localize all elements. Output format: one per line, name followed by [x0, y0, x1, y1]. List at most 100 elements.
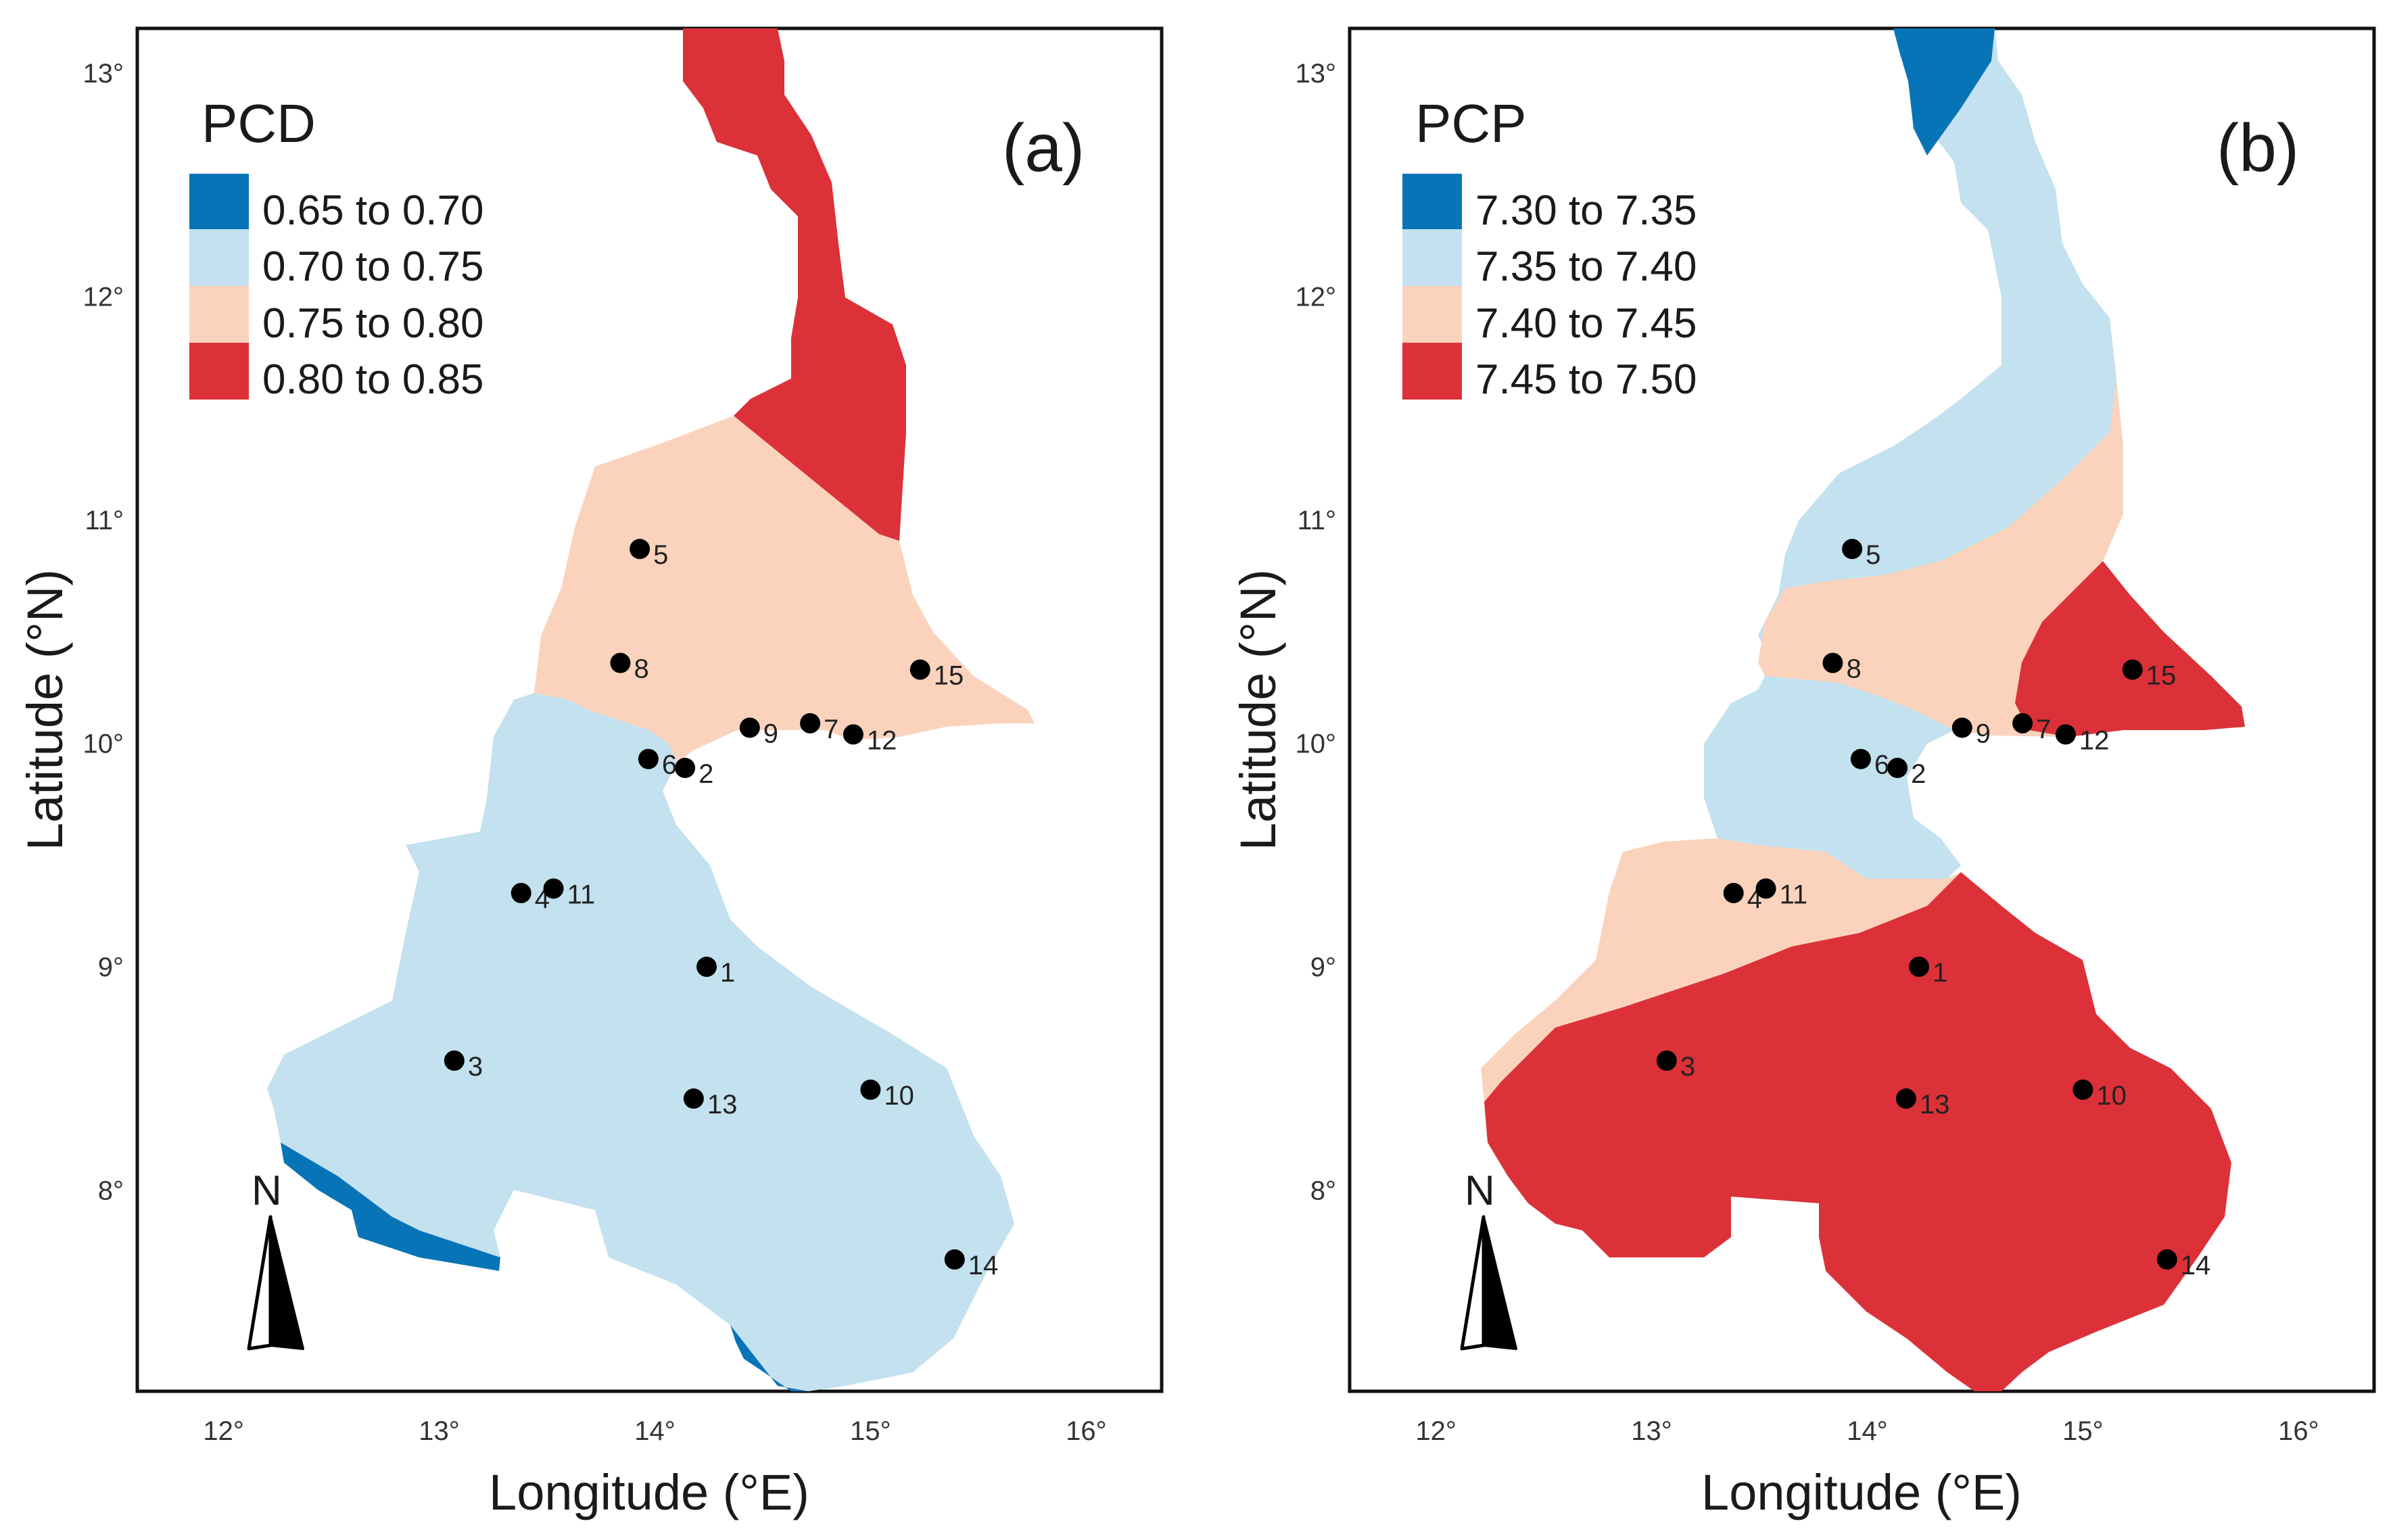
x-tick-label-b: 15°: [2062, 1416, 2104, 1446]
x-axis-label-a: Longitude (°E): [489, 1464, 809, 1520]
x-tick-label-a: 13°: [419, 1416, 460, 1446]
station-marker: [2055, 724, 2076, 745]
station-label: 10: [2096, 1081, 2127, 1111]
station-marker: [800, 713, 821, 733]
station-marker: [630, 539, 650, 560]
station-label: 15: [2146, 661, 2177, 691]
station-marker: [683, 1088, 704, 1109]
station-marker: [739, 717, 760, 738]
station-label: 7: [2036, 715, 2051, 744]
station-label: 5: [653, 540, 668, 570]
station-marker: [2072, 1079, 2093, 1100]
panel-b: PCP 7.30 to 7.35 7.35 to 7.40 7.40 to 7.…: [1230, 26, 2376, 1520]
station-marker: [2122, 659, 2143, 680]
x-tick-label-b: 12°: [1415, 1416, 1456, 1446]
station-marker: [610, 652, 631, 673]
zone-dark-blue-a1: [281, 1142, 500, 1271]
station-label: 14: [2181, 1251, 2211, 1280]
station-label: 7: [824, 715, 838, 744]
y-tick-label-b: 12°: [1296, 283, 1337, 312]
station-label: 8: [634, 654, 648, 684]
legend-a: PCD 0.65 to 0.70 0.70 to 0.75 0.75 to 0.…: [189, 93, 484, 403]
zone-peach-b-south: [1481, 838, 1961, 1102]
legend-label-a-1: 0.65 to 0.70: [262, 187, 484, 234]
station-marker: [944, 1249, 965, 1270]
station-marker: [543, 878, 564, 899]
zone-peach-a: [534, 416, 1035, 764]
station-label: 12: [867, 725, 897, 755]
legend-label-b-3: 7.40 to 7.45: [1475, 300, 1697, 347]
y-tick-label-b: 13°: [1296, 59, 1337, 89]
y-tick-label-a: 8°: [98, 1176, 124, 1206]
zone-red-a: [683, 28, 906, 541]
station-marker: [2012, 713, 2033, 733]
ticks-b: 12° 13° 14° 15° 16° 8° 9° 10° 11° 12° 13°: [1296, 59, 2319, 1446]
x-tick-label-b: 13°: [1631, 1416, 1672, 1446]
station-label: 12: [2079, 725, 2110, 755]
y-axis-label-b: Latitude (°N): [1230, 569, 1286, 850]
legend-b: PCP 7.30 to 7.35 7.35 to 7.40 7.40 to 7.…: [1402, 93, 1697, 403]
y-tick-label-b: 8°: [1310, 1176, 1336, 1206]
y-tick-label-b: 10°: [1296, 729, 1337, 759]
station-marker: [444, 1050, 465, 1071]
y-tick-label-b: 9°: [1310, 953, 1336, 982]
station-marker: [860, 1079, 881, 1100]
station-label: 1: [1933, 958, 1947, 988]
legend-swatch-a-1: [189, 174, 249, 229]
ticks-a: 12° 13° 14° 15° 16° 8° 9° 10° 11° 12° 13°: [83, 59, 1107, 1446]
y-tick-label-a: 9°: [98, 953, 124, 982]
station-label: 2: [698, 759, 713, 789]
station-marker: [1755, 878, 1776, 899]
zone-dark-blue-a2: [730, 1325, 808, 1391]
station-label: 11: [1780, 880, 1808, 909]
north-arrow-icon-a: N: [247, 1168, 304, 1351]
station-marker: [1951, 717, 1972, 738]
legend-swatch-a-3: [189, 286, 249, 343]
legend-label-b-1: 7.30 to 7.35: [1475, 187, 1697, 234]
station-label: 15: [934, 661, 964, 691]
legend-swatch-b-1: [1402, 174, 1462, 229]
station-label: 9: [763, 719, 778, 748]
x-tick-label-b: 16°: [2278, 1416, 2319, 1446]
legend-label-b-2: 7.35 to 7.40: [1475, 243, 1697, 290]
zone-light-blue-a: [267, 693, 1014, 1391]
station-label: 6: [662, 750, 677, 780]
station-label: 9: [1976, 719, 1991, 748]
station-label: 11: [567, 880, 596, 909]
station-label: 13: [1920, 1090, 1950, 1120]
station-label: 5: [1866, 540, 1880, 570]
station-label: 8: [1846, 654, 1861, 684]
legend-title-a: PCD: [202, 93, 316, 153]
north-label-b: N: [1465, 1168, 1495, 1214]
zone-red-b-south: [1484, 872, 2231, 1391]
station-marker: [2156, 1249, 2177, 1270]
legend-label-a-2: 0.70 to 0.75: [262, 243, 484, 290]
x-tick-label-a: 15°: [850, 1416, 891, 1446]
north-arrow-icon-b: N: [1460, 1168, 1517, 1351]
x-tick-label-b: 14°: [1847, 1416, 1888, 1446]
y-tick-label-b: 11°: [1297, 506, 1336, 535]
legend-label-a-4: 0.80 to 0.85: [262, 356, 484, 403]
y-tick-label-a: 13°: [83, 59, 124, 89]
station-marker: [1895, 1088, 1916, 1109]
y-tick-label-a: 12°: [83, 283, 124, 312]
station-label: 14: [968, 1251, 999, 1280]
legend-swatch-a-4: [189, 343, 249, 400]
x-axis-label-b: Longitude (°E): [1701, 1464, 2022, 1520]
station-marker: [909, 659, 930, 680]
legend-swatch-b-4: [1402, 343, 1462, 400]
station-marker: [638, 748, 659, 769]
panel-tag-a: (a): [1002, 110, 1085, 186]
station-marker: [1842, 539, 1863, 560]
station-label: 6: [1874, 750, 1889, 780]
north-label-a: N: [252, 1168, 282, 1214]
station-marker: [1822, 652, 1843, 673]
station-label: 3: [1680, 1052, 1695, 1082]
station-label: 1: [720, 958, 735, 988]
x-tick-label-a: 14°: [634, 1416, 676, 1446]
x-tick-label-a: 12°: [203, 1416, 244, 1446]
legend-label-b-4: 7.45 to 7.50: [1475, 356, 1697, 403]
